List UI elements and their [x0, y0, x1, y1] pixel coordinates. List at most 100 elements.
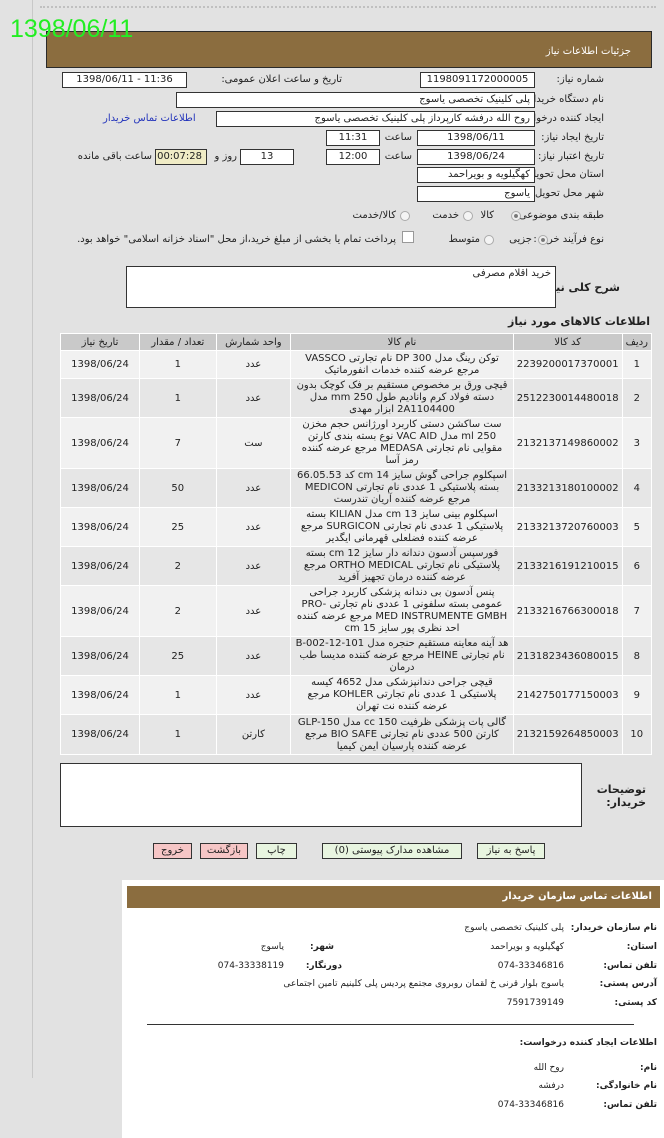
item-date: 1398/06/24: [60, 675, 140, 715]
radio-medium[interactable]: [484, 235, 494, 245]
fax-value: 074-33338119: [217, 961, 284, 971]
buyer-org-field[interactable]: پلی کلینیک تخصصی یاسوج: [176, 92, 535, 108]
col-header-name: نام کالا: [290, 333, 514, 351]
description-field[interactable]: خرید اقلام مصرفی: [126, 266, 556, 308]
org-label: نام سازمان خریدار:: [570, 923, 657, 933]
row-number: 3: [621, 417, 653, 469]
item-code: 2133213720760003: [512, 507, 623, 547]
item-name: قیچی جراحی دندانپزشکی مدل 4652 کیسه پلاس…: [290, 675, 514, 715]
time-label: ساعت: [384, 132, 412, 143]
remaining-label: ساعت باقی مانده: [77, 151, 152, 162]
item-qty: 2: [138, 585, 217, 637]
phone-label: تلفن تماس:: [603, 961, 657, 971]
address-value: یاسوج بلوار قرنی خ لقمان روبروی مجتمع پر…: [283, 979, 564, 989]
row-number: 6: [621, 546, 653, 586]
item-code: 2133213180100002: [512, 468, 623, 508]
reply-button[interactable]: پاسخ به نیاز: [477, 843, 545, 859]
valid-date-label: تاریخ اعتبار نیاز:: [538, 151, 604, 162]
radio-kala-label: کالا: [480, 210, 494, 221]
left-border: [32, 0, 33, 1078]
item-unit: ست: [215, 417, 292, 469]
table-row: 1 2239200017370001 توکن رینگ مدل DP 300 نا…: [60, 350, 653, 379]
province-label: استان محل تحویل:: [525, 169, 604, 180]
creator-field[interactable]: روح الله درفشه کارپرداز پلی کلینیک تخصصی…: [216, 111, 535, 127]
item-qty: 2: [138, 546, 217, 586]
buyer-org-label: نام دستگاه خریدار:: [525, 94, 604, 105]
item-unit: عدد: [215, 507, 292, 547]
item-date: 1398/06/24: [60, 350, 140, 379]
back-button[interactable]: بازگشت: [200, 843, 248, 859]
table-row: 10 2132159264850003 گالی پات پزشکی ظرفیت 1…: [60, 714, 653, 755]
created-date-label: تاریخ ایجاد نیاز:: [541, 132, 604, 143]
item-date: 1398/06/24: [60, 546, 140, 586]
radio-kala-service[interactable]: [400, 211, 410, 221]
valid-time-field[interactable]: 12:00: [326, 149, 380, 165]
valid-date-field[interactable]: 1398/06/24: [417, 149, 535, 165]
created-time-field[interactable]: 11:31: [326, 130, 380, 146]
row-number: 1: [621, 350, 653, 379]
fax-label: دورنگار:: [305, 961, 342, 971]
print-button[interactable]: چاپ: [256, 843, 297, 859]
notes-label: توضیحات خریدار:: [596, 783, 646, 809]
item-name: ست ساکشن دستی کاربرد اورژانس حجم مخزن 25…: [290, 417, 514, 469]
item-name: هد آینه معاینه مستقیم حنجره مدل B-002-12…: [290, 636, 514, 676]
date-stamp: 1398/06/11: [10, 15, 134, 43]
button-row: پاسخ به نیاز مشاهده مدارک پیوستی (0) چاپ…: [0, 843, 664, 880]
item-date: 1398/06/24: [60, 417, 140, 469]
item-unit: عدد: [215, 350, 292, 379]
need-number-field[interactable]: 1198091172000005: [420, 72, 535, 88]
item-date: 1398/06/24: [60, 507, 140, 547]
treasury-checkbox[interactable]: [402, 231, 414, 243]
lower-section: ردیف کد کالا نام کالا واحد شمارش تعداد /…: [0, 333, 664, 1138]
attachments-button[interactable]: مشاهده مدارک پیوستی (0): [322, 843, 462, 859]
item-qty: 1: [138, 378, 217, 418]
item-unit: عدد: [215, 585, 292, 637]
province-field[interactable]: کهگیلویه و بویراحمد: [417, 167, 535, 183]
contact-title: اطلاعات تماس سازمان خریدار: [127, 886, 660, 908]
radio-medium-label: متوسط: [448, 234, 480, 245]
province-value: کهگیلویه و بویراحمد: [490, 942, 564, 952]
created-date-field[interactable]: 1398/06/11: [417, 130, 535, 146]
phone-value: 074-33346816: [497, 961, 564, 971]
creator-phone-label: تلفن تماس:: [603, 1100, 657, 1110]
item-qty: 25: [138, 507, 217, 547]
postal-label: کد پستی:: [614, 998, 657, 1008]
item-code: 2239200017370001: [512, 350, 623, 379]
category-label: طبقه بندی موضوعی:: [515, 210, 604, 221]
announce-field[interactable]: 1398/06/11 - 11:36: [62, 72, 187, 88]
radio-service-label: خدمت: [432, 210, 459, 221]
row-number: 9: [621, 675, 653, 715]
item-name: فورسپس آدسون دندانه دار سایز 12 cm بسته …: [290, 546, 514, 586]
creator-label: ایجاد کننده درخواست:: [511, 113, 604, 124]
name-value: روح الله: [533, 1063, 564, 1073]
item-name: توکن رینگ مدل DP 300 نام تجارتی VASSCO م…: [290, 350, 514, 379]
col-header-date: تاریخ نیاز: [60, 333, 140, 351]
org-value: پلی کلینیک تخصصی یاسوج: [464, 923, 564, 933]
creator-title: اطلاعات ایجاد کننده درخواست:: [519, 1038, 657, 1048]
family-label: نام خانوادگی:: [595, 1081, 657, 1091]
radio-kala-service-label: کالا/خدمت: [352, 210, 397, 221]
days-field[interactable]: 13: [240, 149, 294, 165]
postal-value: 7591739149: [506, 998, 564, 1008]
item-date: 1398/06/24: [60, 714, 140, 755]
page-header: جزئیات اطلاعات نیاز: [46, 31, 652, 68]
table-row: 2 2512230014480018 قیچی ورق بر مخصوص مستقی…: [60, 378, 653, 418]
item-code: 2133216766300018: [512, 585, 623, 637]
exit-button[interactable]: خروج: [153, 843, 192, 859]
item-code: 2132137149860002: [512, 417, 623, 469]
notes-field[interactable]: [60, 763, 582, 827]
items-title: اطلاعات کالاهای مورد نیاز: [508, 315, 650, 328]
radio-kala[interactable]: [511, 211, 521, 221]
col-header-unit: واحد شمارش: [215, 333, 292, 351]
city-value: یاسوج: [260, 942, 284, 952]
radio-service[interactable]: [463, 211, 473, 221]
city-label: شهر:: [310, 942, 334, 952]
process-label: نوع فرآیند خرید :: [533, 234, 604, 245]
radio-minor[interactable]: [538, 235, 548, 245]
item-qty: 7: [138, 417, 217, 469]
row-number: 7: [621, 585, 653, 637]
city-field[interactable]: یاسوج: [417, 186, 535, 202]
items-table: ردیف کد کالا نام کالا واحد شمارش تعداد /…: [60, 333, 653, 755]
table-row: 7 2133216766300018 پنس آدسون بی دندانه پزش…: [60, 585, 653, 637]
buyer-contact-link[interactable]: اطلاعات تماس خریدار: [103, 113, 196, 124]
